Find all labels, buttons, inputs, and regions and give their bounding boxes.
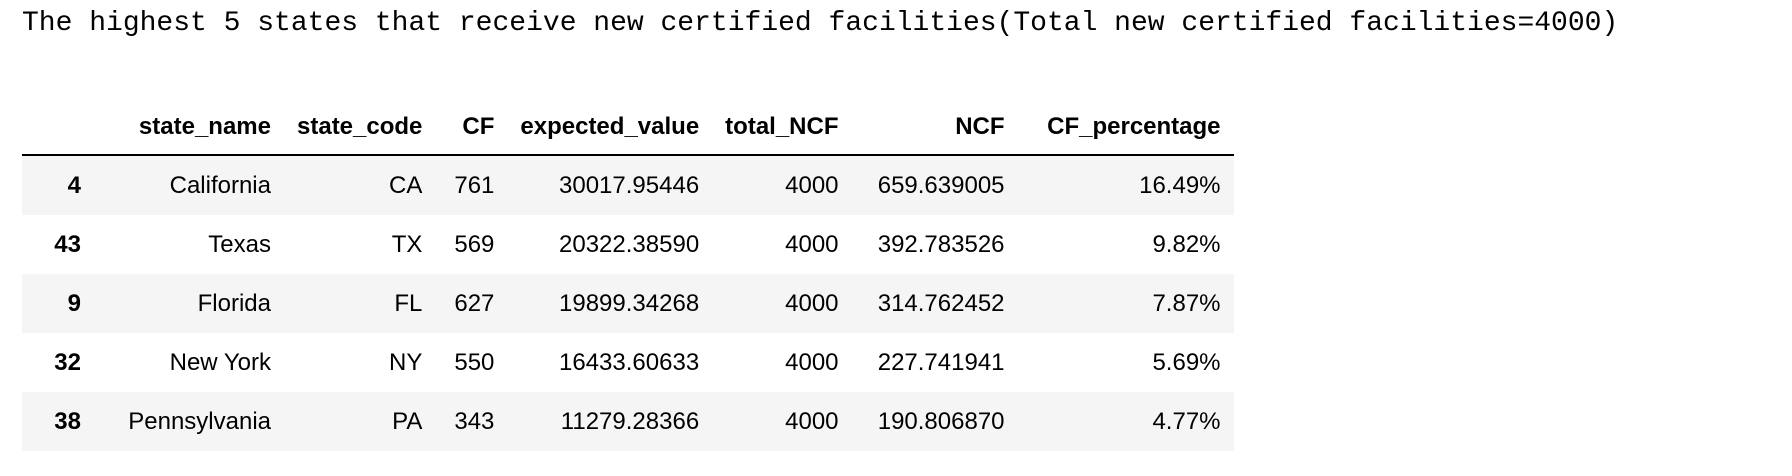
cell-cf-percentage: 5.69% — [1152, 348, 1221, 376]
row-index: 32 — [54, 348, 81, 376]
cell-state-name: California — [169, 171, 271, 199]
cell-expected-value: 11279.28366 — [560, 407, 700, 435]
header-expected-value: expected_value — [507, 100, 713, 156]
cell-expected-value: 16433.60633 — [559, 348, 700, 376]
table-row: 4 California CA 761 30017.95446 4000 659… — [22, 155, 1234, 215]
table-row: 43 Texas TX 569 20322.38590 4000 392.783… — [22, 215, 1234, 274]
cell-total-ncf: 4000 — [785, 230, 839, 258]
header-state-code: state_code — [284, 100, 436, 156]
cell-cf: 550 — [454, 348, 495, 376]
row-index: 4 — [67, 171, 81, 199]
row-index: 9 — [67, 289, 81, 317]
table-row: 38 Pennsylvania PA 343 11279.28366 4000 … — [22, 392, 1234, 451]
cell-ncf: 659.639005 — [877, 171, 1005, 199]
dataframe-table: state_name state_code CF expected_value … — [22, 100, 1234, 451]
cell-expected-value: 20322.38590 — [559, 230, 700, 258]
header-index — [22, 100, 94, 156]
cell-state-code: TX — [391, 230, 423, 258]
cell-state-name: Florida — [197, 289, 271, 317]
table-header: state_name state_code CF expected_value … — [22, 100, 1234, 156]
cell-cf-percentage: 4.77% — [1152, 407, 1221, 435]
table-row: 9 Florida FL 627 19899.34268 4000 314.76… — [22, 274, 1234, 333]
cell-state-name: Pennsylvania — [128, 407, 271, 435]
table-row: 32 New York NY 550 16433.60633 4000 227.… — [22, 333, 1234, 392]
cell-ncf: 227.741941 — [877, 348, 1005, 376]
output-text: The highest 5 states that receive new ce… — [22, 8, 1619, 39]
header-ncf: NCF — [851, 100, 1018, 156]
row-index: 43 — [54, 230, 81, 258]
cell-total-ncf: 4000 — [785, 348, 839, 376]
cell-cf-percentage: 9.82% — [1152, 230, 1221, 258]
cell-state-name: New York — [169, 348, 271, 376]
cell-total-ncf: 4000 — [785, 407, 839, 435]
cell-state-code: PA — [392, 407, 423, 435]
header-cf: CF — [435, 100, 508, 156]
cell-cf-percentage: 16.49% — [1139, 171, 1221, 199]
cell-state-code: CA — [389, 171, 423, 199]
row-index: 38 — [54, 407, 81, 435]
cell-state-code: NY — [389, 348, 423, 376]
cell-cf: 627 — [454, 289, 495, 317]
cell-ncf: 314.762452 — [877, 289, 1005, 317]
cell-total-ncf: 4000 — [785, 289, 839, 317]
cell-cf: 761 — [454, 171, 495, 199]
cell-state-code: FL — [394, 289, 423, 317]
header-cf-percentage: CF_percentage — [1017, 100, 1234, 156]
cell-state-name: Texas — [208, 230, 271, 258]
cell-total-ncf: 4000 — [785, 171, 839, 199]
cell-expected-value: 19899.34268 — [559, 289, 700, 317]
header-total-ncf: total_NCF — [712, 100, 852, 156]
cell-ncf: 190.806870 — [877, 407, 1005, 435]
cell-cf: 343 — [454, 407, 495, 435]
header-state-name: state_name — [94, 100, 284, 156]
cell-ncf: 392.783526 — [877, 230, 1005, 258]
header-row: state_name state_code CF expected_value … — [22, 100, 1234, 156]
cell-cf-percentage: 7.87% — [1152, 289, 1221, 317]
cell-expected-value: 30017.95446 — [559, 171, 700, 199]
cell-cf: 569 — [454, 230, 495, 258]
table-body: 4 California CA 761 30017.95446 4000 659… — [22, 155, 1234, 451]
